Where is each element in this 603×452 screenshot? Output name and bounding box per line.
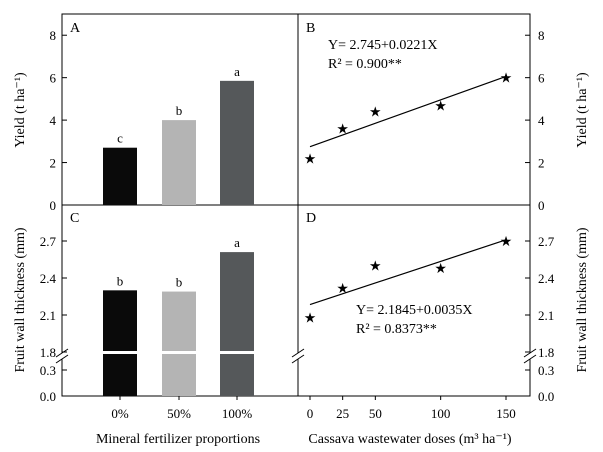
ytick-label-d: 2.1 [538, 308, 554, 323]
ytick-label-a: 0 [50, 198, 57, 213]
ytick-label-a: 8 [50, 28, 57, 43]
xtick-label-d: 50 [369, 406, 382, 421]
bar-letter-c: b [117, 273, 124, 288]
bar-a [220, 80, 254, 205]
ytick-label-c: 2.4 [40, 271, 57, 286]
fit-line-d [309, 239, 507, 306]
axis-break-middle-slash [291, 354, 305, 364]
ytick-label-d: 1.8 [538, 345, 554, 360]
panel-label-d: D [306, 211, 316, 226]
ylabel-left-top: Yield (t ha⁻¹) [13, 72, 28, 148]
point-b: ★ [304, 152, 317, 167]
panel-d-frame [297, 204, 531, 397]
ytick-label-c: 2.1 [40, 308, 56, 323]
ytick-label-b: 2 [538, 156, 545, 171]
fit-line-b [309, 75, 507, 148]
axis-break-right-slash [523, 348, 537, 358]
panel-label-c: C [70, 211, 79, 226]
r2-b: R² = 0.900** [328, 57, 402, 72]
bar-letter-c: b [176, 275, 183, 290]
panel-label-b: B [306, 21, 315, 36]
xtick-label-d: 150 [496, 406, 516, 421]
ytick-label-a: 6 [50, 71, 57, 86]
point-b: ★ [500, 72, 513, 87]
bar-break-c [102, 351, 138, 354]
axis-break-left-slash [55, 348, 69, 358]
xlabel-left: Mineral fertilizer proportions [96, 432, 260, 447]
ylabel-right-bottom: Fruit wall thickness (mm) [575, 227, 590, 372]
ytick-label-c: 1.8 [40, 345, 56, 360]
axis-break-right-slash [523, 354, 537, 364]
xtick-label-c: 50% [167, 406, 191, 421]
point-d: ★ [434, 262, 447, 277]
ytick-label-d-lower: 0.0 [538, 389, 554, 404]
bar-letter-a: c [117, 131, 123, 146]
ytick-label-b: 4 [538, 113, 545, 128]
point-b: ★ [336, 123, 349, 138]
r2-d: R² = 0.8373** [356, 322, 437, 337]
ytick-label-d-lower: 0.3 [538, 363, 554, 378]
xtick-label-d: 0 [307, 406, 314, 421]
ytick-label-a: 4 [50, 113, 57, 128]
xtick-label-d: 25 [336, 406, 349, 421]
ytick-label-d: 2.7 [538, 234, 555, 249]
xtick-label-c: 100% [222, 406, 253, 421]
bar-break-c [219, 351, 255, 354]
bar-letter-a: b [176, 103, 183, 118]
ytick-label-b: 6 [538, 71, 545, 86]
axis-break-left-mask [56, 353, 68, 359]
bar-c [220, 252, 254, 396]
bar-c [162, 291, 196, 396]
point-d: ★ [369, 260, 382, 275]
point-b: ★ [369, 106, 382, 121]
ytick-label-c-lower: 0.0 [40, 389, 56, 404]
xtick-label-c: 0% [111, 406, 129, 421]
axis-break-middle-mask [292, 353, 304, 359]
ytick-label-b: 8 [538, 28, 545, 43]
ylabel-left-bottom: Fruit wall thickness (mm) [13, 227, 28, 372]
point-d: ★ [500, 235, 513, 250]
ytick-label-c: 2.7 [40, 234, 57, 249]
xtick-label-d: 100 [431, 406, 451, 421]
equation-b: Y= 2.745+0.0221X [328, 38, 438, 53]
bar-a [162, 120, 196, 205]
bar-break-c [161, 351, 197, 354]
bar-c [103, 290, 137, 396]
axis-break-right-mask [524, 353, 536, 359]
axis-break-left-slash [55, 354, 69, 364]
point-b: ★ [434, 99, 447, 114]
ylabel-right-top: Yield (t ha⁻¹) [575, 72, 590, 148]
bar-a [103, 147, 137, 205]
point-d: ★ [336, 282, 349, 297]
point-d: ★ [304, 311, 317, 326]
bar-letter-c: a [234, 235, 240, 250]
panel-label-a: A [70, 21, 81, 36]
ytick-label-c-lower: 0.3 [40, 363, 56, 378]
bar-letter-a: a [234, 64, 240, 79]
axis-break-middle-slash [291, 348, 305, 358]
xlabel-right: Cassava wastewater doses (m³ ha⁻¹) [308, 432, 512, 447]
equation-d: Y= 2.1845+0.0035X [356, 303, 473, 318]
ytick-label-b: 0 [538, 198, 545, 213]
ytick-label-a: 2 [50, 156, 57, 171]
ytick-label-d: 2.4 [538, 271, 555, 286]
